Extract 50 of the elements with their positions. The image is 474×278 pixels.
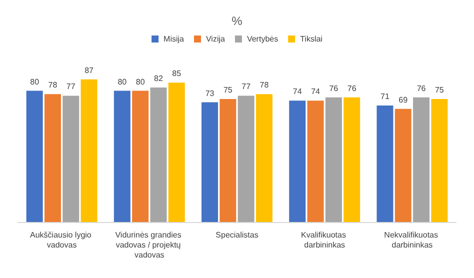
- legend-label: Vertybės: [246, 34, 278, 44]
- bar: [80, 79, 98, 222]
- bar: [168, 82, 185, 222]
- data-label: 76: [347, 84, 357, 93]
- legend-label: Vizija: [206, 34, 226, 44]
- bar: [431, 99, 448, 222]
- bar: [376, 106, 394, 222]
- bar: [344, 97, 360, 222]
- data-label: 78: [260, 80, 270, 90]
- data-label: 77: [66, 82, 76, 92]
- bar: [114, 90, 130, 222]
- data-label: 82: [154, 74, 164, 84]
- bar: [394, 108, 412, 222]
- data-label: 69: [398, 95, 408, 104]
- bar: [413, 97, 430, 222]
- legend-label: Misija: [164, 34, 185, 44]
- x-tick-label: Vidurinės grandies vadovas / projektų vadovas: [115, 230, 184, 260]
- x-tick-label: Aukščiausio lygio vadovas: [30, 230, 94, 250]
- x-tick-label: Nekvalifikuotas darbininkas: [384, 230, 440, 250]
- data-label: 75: [434, 86, 444, 94]
- bar: [307, 100, 324, 222]
- bar: [202, 102, 218, 222]
- bar: [132, 90, 149, 222]
- x-tick-label: Kvalifikuotas darbininkas: [301, 230, 348, 250]
- bar: [26, 90, 43, 222]
- bar: [150, 88, 167, 222]
- bar: [62, 96, 80, 222]
- chart-title: %: [232, 14, 243, 28]
- data-label: 80: [118, 77, 128, 86]
- data-label: 80: [136, 77, 146, 86]
- bar: [220, 99, 236, 222]
- bar: [289, 100, 306, 222]
- data-label: 75: [223, 86, 233, 94]
- data-label: 71: [380, 92, 390, 102]
- data-label: 76: [416, 84, 426, 93]
- data-label: 87: [84, 66, 94, 75]
- bar: [238, 96, 254, 222]
- data-label: 76: [329, 84, 339, 93]
- data-label: 74: [311, 87, 321, 96]
- data-label: 78: [48, 80, 58, 90]
- bar: [256, 94, 272, 222]
- bar: [44, 94, 61, 222]
- data-label: 85: [172, 69, 182, 78]
- x-tick-label: Specialistas: [216, 230, 258, 240]
- bar: [325, 97, 342, 222]
- data-label: 80: [30, 77, 40, 86]
- data-label: 74: [292, 87, 302, 96]
- legend-label: Tikslai: [300, 34, 323, 44]
- data-label: 73: [205, 88, 215, 98]
- data-label: 77: [242, 82, 252, 92]
